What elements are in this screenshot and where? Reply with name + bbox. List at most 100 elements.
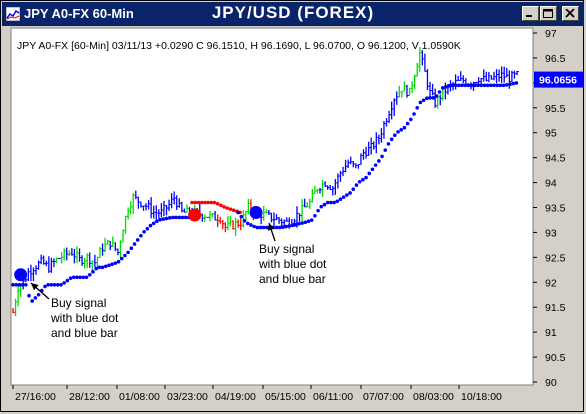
trailing-stop-dot [261, 225, 266, 230]
trailing-stop-dot [485, 83, 490, 88]
trailing-stop-dot [46, 282, 50, 287]
trailing-stop-dot [402, 125, 407, 130]
minimize-button[interactable] [522, 6, 539, 21]
trailing-stop-dot [17, 282, 22, 287]
annotation-text: Buy signal [51, 296, 106, 310]
trailing-stop-dot [354, 183, 359, 187]
trailing-stop-dot-red [225, 206, 230, 210]
buy-signal-dot[interactable] [14, 268, 28, 282]
window-title: JPY A0-FX 60-Min [24, 6, 134, 21]
annotation-text: and blue bar [51, 326, 118, 340]
x-tick-label: 27/16:00 [15, 391, 56, 403]
trailing-stop-dot [97, 265, 102, 270]
trailing-stop-dot [377, 159, 381, 163]
trailing-stop-dot [183, 215, 188, 220]
trailing-stop-dot [444, 85, 448, 89]
annotation-text: Buy signal [259, 242, 314, 256]
trailing-stop-dot [386, 142, 391, 146]
trailing-stop-dot [396, 130, 400, 134]
trailing-stop-dot [107, 263, 111, 268]
trailing-stop-dot [148, 223, 153, 228]
y-tick-label: 92 [545, 277, 557, 289]
x-tick-label: 01/08:00 [119, 391, 160, 403]
trailing-stop-dot [421, 98, 426, 103]
y-tick-label: 92.5 [545, 252, 566, 264]
trailing-stop-dot [447, 83, 452, 88]
trailing-stop-dot [161, 217, 166, 221]
trailing-stop-dot [151, 221, 156, 226]
trailing-stop-dot-red [228, 207, 233, 211]
trailing-stop-dot [380, 154, 384, 159]
trailing-stop-dot [78, 275, 82, 280]
y-tick-label: 95.5 [545, 103, 566, 115]
trailing-stop-dot [62, 281, 66, 285]
trailing-stop-dot [361, 177, 365, 182]
trailing-stop-dot [65, 278, 70, 283]
trailing-stop-dot [126, 250, 130, 255]
maximize-button[interactable] [540, 6, 557, 21]
trailing-stop-dot [59, 282, 63, 287]
trailing-stop-dot [155, 219, 159, 224]
trailing-stop-dot [450, 83, 455, 88]
trailing-stop-dot [94, 266, 98, 271]
y-tick-label: 97 [545, 28, 557, 40]
trailing-stop-dot [277, 225, 282, 230]
trailing-stop-dot [290, 223, 295, 228]
trailing-stop-dot [453, 83, 458, 88]
trailing-stop-dot [476, 83, 480, 88]
last-price-label: 96.0656 [539, 75, 577, 87]
trailing-stop-dot-red [215, 201, 220, 206]
trailing-stop-dot [482, 83, 487, 88]
trailing-stop-dot [265, 225, 269, 230]
trailing-stop-dot [132, 242, 137, 246]
trailing-stop-dot [293, 222, 298, 227]
maximize-icon [543, 9, 553, 18]
trailing-stop-dot [49, 282, 54, 287]
trailing-stop-dot [239, 214, 244, 219]
trailing-stop-dot [399, 128, 404, 132]
x-tick-label: 05/15:00 [265, 391, 306, 403]
trailing-stop-dot [113, 261, 118, 265]
trailing-stop-dot [135, 238, 140, 242]
trailing-stop-dot-red [212, 200, 217, 205]
trailing-stop-dot-red [190, 200, 194, 205]
trailing-stop-dot [456, 83, 461, 88]
trailing-stop-dot [174, 215, 178, 220]
trailing-stop-dot [488, 83, 493, 88]
close-button[interactable] [562, 6, 579, 21]
trailing-stop-dot [322, 202, 327, 207]
trailing-stop-dot [501, 83, 506, 88]
trailing-stop-dot [329, 200, 333, 205]
trailing-stop-dot [177, 215, 182, 220]
trailing-stop-dot [287, 224, 292, 228]
trailing-stop-dot-red [209, 200, 214, 205]
y-tick-label: 90.5 [545, 352, 566, 364]
trailing-stop-dot [116, 259, 121, 264]
y-tick-label: 94.5 [545, 153, 566, 165]
trailing-stop-dot [55, 282, 60, 287]
y-tick-label: 93.5 [545, 203, 566, 215]
trailing-stop-dot [335, 199, 340, 204]
trailing-stop-dot [14, 282, 18, 287]
trailing-stop-dot [319, 204, 324, 209]
trailing-stop-dot [71, 275, 76, 280]
trailing-stop-dot [171, 215, 175, 220]
annotation-text: with blue dot [50, 311, 119, 325]
trailing-stop-dot [158, 217, 162, 222]
trailing-stop-dot [274, 225, 279, 230]
trailing-stop-dot [30, 299, 34, 303]
trailing-stop-dot [255, 225, 260, 230]
trailing-stop-dot [103, 264, 108, 269]
trailing-stop-dot [479, 83, 483, 88]
trailing-stop-dot [87, 273, 92, 277]
x-tick-label: 08/03:00 [413, 391, 454, 403]
sell-signal-dot[interactable] [188, 208, 202, 222]
trailing-stop-dot [303, 220, 308, 225]
buy-signal-dot[interactable] [249, 205, 263, 219]
trailing-stop-dot [389, 137, 394, 142]
last-price-tag [534, 71, 584, 88]
trailing-stop-dot [20, 282, 25, 287]
trailing-stop-dot [123, 253, 127, 258]
trailing-stop-dot [43, 284, 47, 289]
